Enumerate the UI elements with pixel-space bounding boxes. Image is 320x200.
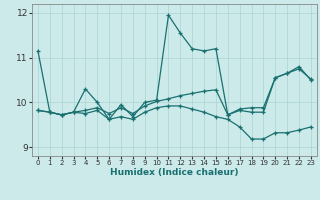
X-axis label: Humidex (Indice chaleur): Humidex (Indice chaleur) xyxy=(110,168,239,177)
